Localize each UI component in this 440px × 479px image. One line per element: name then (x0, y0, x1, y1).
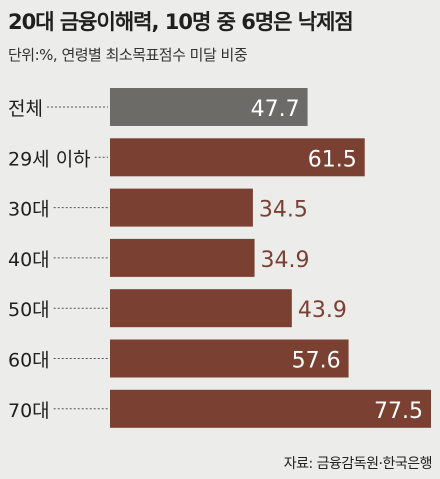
value-label-6: 77.5 (374, 399, 423, 424)
bar-2 (110, 188, 253, 227)
chart-subtitle: 단위:%, 연령별 최소목표점수 미달 비중 (8, 46, 248, 64)
category-label-0: 전체 (8, 98, 43, 120)
category-label-4: 50대 (8, 299, 50, 321)
bar-1 (110, 138, 365, 177)
category-label-1: 29세 이하 (8, 148, 91, 170)
bar-4 (110, 289, 292, 328)
category-label-3: 40대 (8, 249, 50, 271)
value-label-0: 47.7 (251, 97, 300, 122)
value-label-2: 34.5 (259, 198, 308, 223)
bar-0 (110, 88, 308, 126)
value-label-4: 43.9 (298, 298, 347, 323)
value-label-5: 57.6 (292, 349, 341, 374)
bar-3 (110, 238, 255, 277)
value-label-3: 34.9 (261, 248, 310, 273)
category-label-2: 30대 (8, 199, 50, 221)
value-label-1: 61.5 (308, 147, 357, 172)
category-label-6: 70대 (8, 400, 50, 422)
source-note: 자료: 금융감독원·한국은행 (283, 456, 433, 472)
bar-6 (110, 389, 431, 428)
chart-title: 20대 금융이해력, 10명 중 6명은 낙제점 (8, 10, 354, 34)
bar-5 (110, 339, 349, 378)
category-label-5: 60대 (8, 350, 50, 372)
